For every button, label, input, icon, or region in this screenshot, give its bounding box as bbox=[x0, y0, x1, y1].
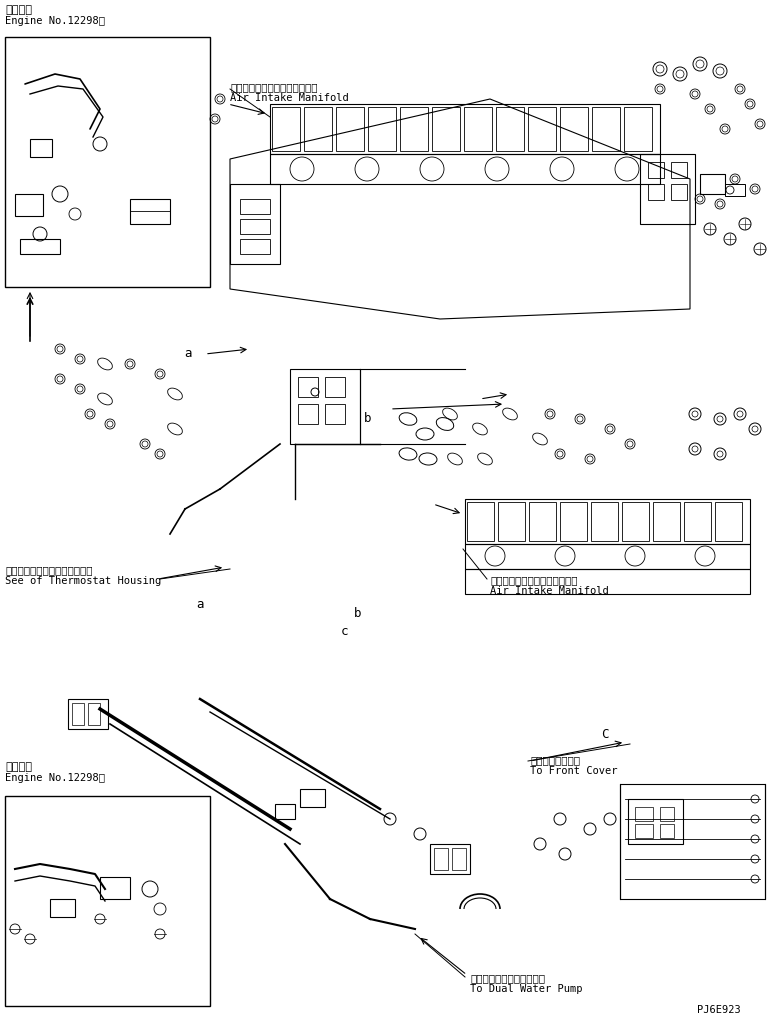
Text: サーモスタットハウジング参照: サーモスタットハウジング参照 bbox=[5, 565, 92, 575]
Bar bbox=[325, 405, 345, 425]
Text: a: a bbox=[184, 346, 192, 360]
Bar bbox=[660, 824, 674, 839]
Text: 適用号機: 適用号機 bbox=[5, 5, 32, 15]
Text: See of Thermostat Housing: See of Thermostat Housing bbox=[5, 576, 162, 586]
Bar bbox=[622, 502, 649, 541]
Bar bbox=[467, 502, 494, 541]
Bar bbox=[290, 370, 360, 444]
Bar bbox=[496, 108, 524, 152]
Bar bbox=[130, 200, 170, 225]
Bar bbox=[5, 38, 210, 287]
Bar bbox=[72, 703, 84, 726]
Bar bbox=[88, 703, 100, 726]
Bar bbox=[432, 108, 460, 152]
Bar bbox=[635, 807, 653, 821]
Bar bbox=[635, 824, 653, 839]
Bar bbox=[725, 184, 745, 197]
Bar bbox=[640, 155, 695, 225]
Bar bbox=[240, 220, 270, 234]
Text: b: b bbox=[364, 412, 371, 425]
Bar bbox=[529, 502, 556, 541]
Text: a: a bbox=[197, 597, 204, 610]
Bar bbox=[20, 239, 60, 255]
Bar bbox=[648, 184, 664, 201]
Text: エアーインテークマニホールド: エアーインテークマニホールド bbox=[490, 575, 577, 585]
Bar bbox=[275, 804, 295, 819]
Bar bbox=[230, 184, 280, 265]
Text: To Front Cover: To Front Cover bbox=[530, 765, 618, 775]
Bar bbox=[336, 108, 364, 152]
Text: PJ6E923: PJ6E923 bbox=[697, 1004, 740, 1014]
Bar bbox=[430, 844, 470, 874]
Bar bbox=[653, 502, 680, 541]
Bar bbox=[628, 799, 683, 844]
Bar bbox=[304, 108, 332, 152]
Bar bbox=[325, 378, 345, 397]
Bar bbox=[465, 499, 750, 544]
Bar bbox=[270, 155, 660, 184]
Bar bbox=[240, 200, 270, 215]
Text: c: c bbox=[341, 625, 349, 637]
Bar bbox=[560, 108, 588, 152]
Text: Air Intake Manifold: Air Intake Manifold bbox=[490, 586, 608, 595]
Bar bbox=[528, 108, 556, 152]
Text: Air Intake Manifold: Air Intake Manifold bbox=[230, 93, 349, 103]
Bar bbox=[298, 378, 318, 397]
Text: Engine No.12298～: Engine No.12298～ bbox=[5, 772, 105, 783]
Bar bbox=[660, 807, 674, 821]
Text: フロントカバーヘ: フロントカバーヘ bbox=[530, 754, 580, 764]
Bar bbox=[298, 405, 318, 425]
Bar bbox=[592, 108, 620, 152]
Text: エアーインテークマニホールド: エアーインテークマニホールド bbox=[230, 82, 318, 92]
Bar bbox=[368, 108, 396, 152]
Bar bbox=[464, 108, 492, 152]
Text: Engine No.12298～: Engine No.12298～ bbox=[5, 16, 105, 25]
Bar bbox=[715, 502, 742, 541]
Bar bbox=[240, 239, 270, 255]
Bar bbox=[272, 108, 300, 152]
Bar bbox=[270, 105, 660, 155]
Bar bbox=[465, 570, 750, 594]
Bar bbox=[300, 790, 325, 807]
Bar bbox=[452, 848, 466, 870]
Bar bbox=[671, 163, 687, 178]
Text: デュアルウォータポンプヘ: デュアルウォータポンプヘ bbox=[470, 972, 545, 982]
Bar bbox=[624, 108, 652, 152]
Bar bbox=[30, 140, 52, 158]
Bar bbox=[15, 195, 43, 217]
Bar bbox=[671, 184, 687, 201]
Bar bbox=[50, 899, 75, 917]
Bar bbox=[68, 699, 108, 730]
Bar bbox=[684, 502, 711, 541]
Bar bbox=[560, 502, 587, 541]
Bar bbox=[434, 848, 448, 870]
Text: 適用号機: 適用号機 bbox=[5, 761, 32, 771]
Bar bbox=[700, 175, 725, 195]
Bar bbox=[465, 544, 750, 570]
Bar bbox=[5, 796, 210, 1006]
Bar bbox=[591, 502, 618, 541]
Bar bbox=[400, 108, 428, 152]
Text: C: C bbox=[601, 728, 608, 740]
Text: To Dual Water Pump: To Dual Water Pump bbox=[470, 983, 583, 994]
Bar bbox=[648, 163, 664, 178]
Bar bbox=[100, 877, 130, 899]
Bar bbox=[620, 785, 765, 899]
Text: b: b bbox=[354, 606, 362, 620]
Bar bbox=[498, 502, 525, 541]
